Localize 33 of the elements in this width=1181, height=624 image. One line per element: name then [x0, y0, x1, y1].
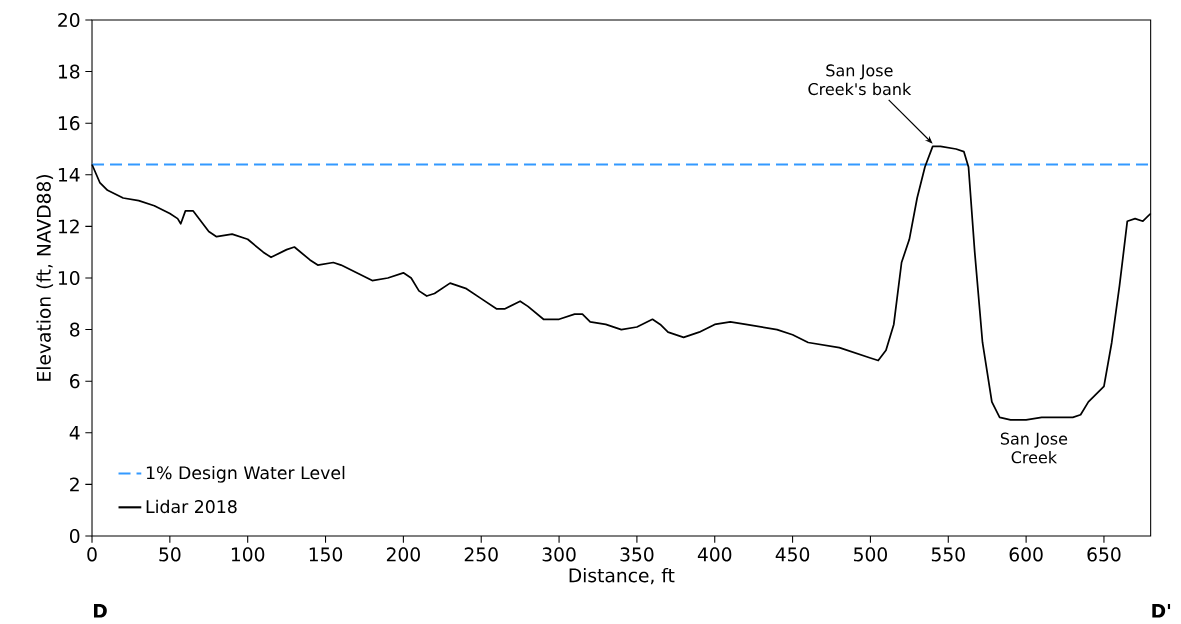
text: D': [1152, 604, 1171, 618]
x-tick-label: 0: [87, 547, 97, 562]
y-tick-label: 10: [58, 270, 80, 286]
x-tick-label: 400: [697, 547, 732, 562]
annotation: San Jose Creek's bank: [808, 64, 912, 96]
y-tick-label: 14: [58, 167, 80, 182]
y-tick-label: 6: [70, 374, 80, 389]
y-tick-label: 18: [58, 64, 80, 79]
x-axis-title: Distance, ft: [569, 567, 675, 585]
x-tick-label: 500: [854, 547, 887, 562]
x-tick-label: 350: [620, 547, 654, 562]
y-tick-label: 20: [58, 12, 80, 28]
x-tick-label: 650: [1087, 547, 1121, 562]
x-tick-label: 600: [1009, 547, 1043, 562]
text: D: [93, 604, 107, 618]
x-tick-label: 450: [775, 547, 810, 562]
y-tick-label: 8: [70, 322, 80, 337]
x-tick-label: 200: [386, 547, 420, 562]
y-tick-label: 4: [69, 425, 80, 440]
x-tick-label: 550: [931, 547, 965, 562]
x-tick-label: 100: [231, 547, 265, 562]
x-tick-label: 150: [309, 547, 343, 562]
y-axis-title: Elevation (ft, NAVD88): [36, 175, 54, 381]
y-tick-label: 16: [58, 116, 80, 131]
legend-label: 1% Design Water Level: [146, 465, 345, 483]
y-tick-label: 2: [70, 477, 79, 492]
x-tick-label: 250: [464, 547, 498, 562]
x-tick-label: 50: [159, 547, 181, 562]
y-tick-label: 12: [58, 219, 79, 234]
annotation: San Jose Creek: [1000, 432, 1068, 464]
x-tick-label: 300: [542, 547, 576, 562]
legend-label: Lidar 2018: [146, 499, 237, 514]
y-tick-label: 0: [69, 528, 80, 544]
